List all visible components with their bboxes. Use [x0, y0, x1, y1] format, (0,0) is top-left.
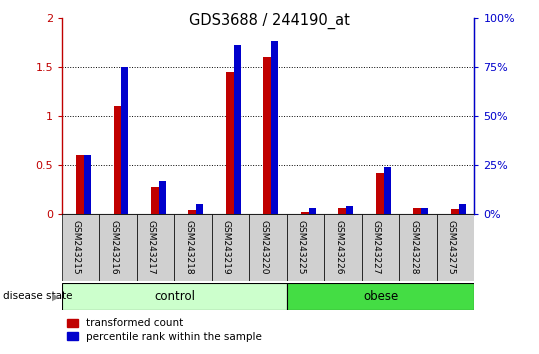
Bar [376, 173, 385, 214]
Bar [287, 214, 324, 281]
Text: control: control [154, 290, 195, 303]
Text: ▶: ▶ [52, 291, 59, 302]
Text: obese: obese [363, 290, 398, 303]
Bar [151, 187, 161, 214]
Bar [76, 155, 85, 214]
Text: GSM243226: GSM243226 [334, 219, 343, 274]
Bar [114, 106, 123, 214]
Text: GSM243228: GSM243228 [409, 219, 418, 274]
Text: GSM243275: GSM243275 [447, 219, 455, 274]
Text: disease state: disease state [3, 291, 72, 302]
Text: GSM243227: GSM243227 [371, 219, 381, 274]
Bar [62, 214, 100, 281]
Bar [189, 210, 198, 214]
Bar [347, 206, 353, 214]
Bar [84, 155, 91, 214]
Bar [271, 41, 278, 214]
Bar [137, 214, 175, 281]
Bar [437, 214, 474, 281]
Bar [62, 283, 287, 310]
Bar [264, 57, 273, 214]
Bar [301, 212, 310, 214]
Bar [338, 208, 348, 214]
Bar [226, 72, 236, 214]
Legend: transformed count, percentile rank within the sample: transformed count, percentile rank withi… [67, 319, 262, 342]
Bar [175, 214, 212, 281]
Bar [100, 214, 137, 281]
Bar [287, 283, 474, 310]
Bar [324, 214, 362, 281]
Bar [121, 67, 128, 214]
Text: GSM243215: GSM243215 [72, 219, 81, 274]
Bar [212, 214, 250, 281]
Bar [234, 45, 240, 214]
Text: GSM243218: GSM243218 [184, 219, 193, 274]
Bar [196, 204, 203, 214]
Bar [421, 208, 428, 214]
Bar [384, 167, 391, 214]
Bar [459, 204, 466, 214]
Text: GSM243225: GSM243225 [296, 219, 306, 274]
Text: GSM243220: GSM243220 [259, 219, 268, 274]
Text: GSM243216: GSM243216 [109, 219, 118, 274]
Bar [309, 208, 315, 214]
Bar [159, 181, 165, 214]
Bar [399, 214, 437, 281]
Bar [413, 208, 423, 214]
Text: GSM243219: GSM243219 [222, 219, 231, 274]
Text: GSM243217: GSM243217 [147, 219, 156, 274]
Bar [451, 209, 460, 214]
Text: GDS3688 / 244190_at: GDS3688 / 244190_at [189, 12, 350, 29]
Bar [250, 214, 287, 281]
Bar [362, 214, 399, 281]
